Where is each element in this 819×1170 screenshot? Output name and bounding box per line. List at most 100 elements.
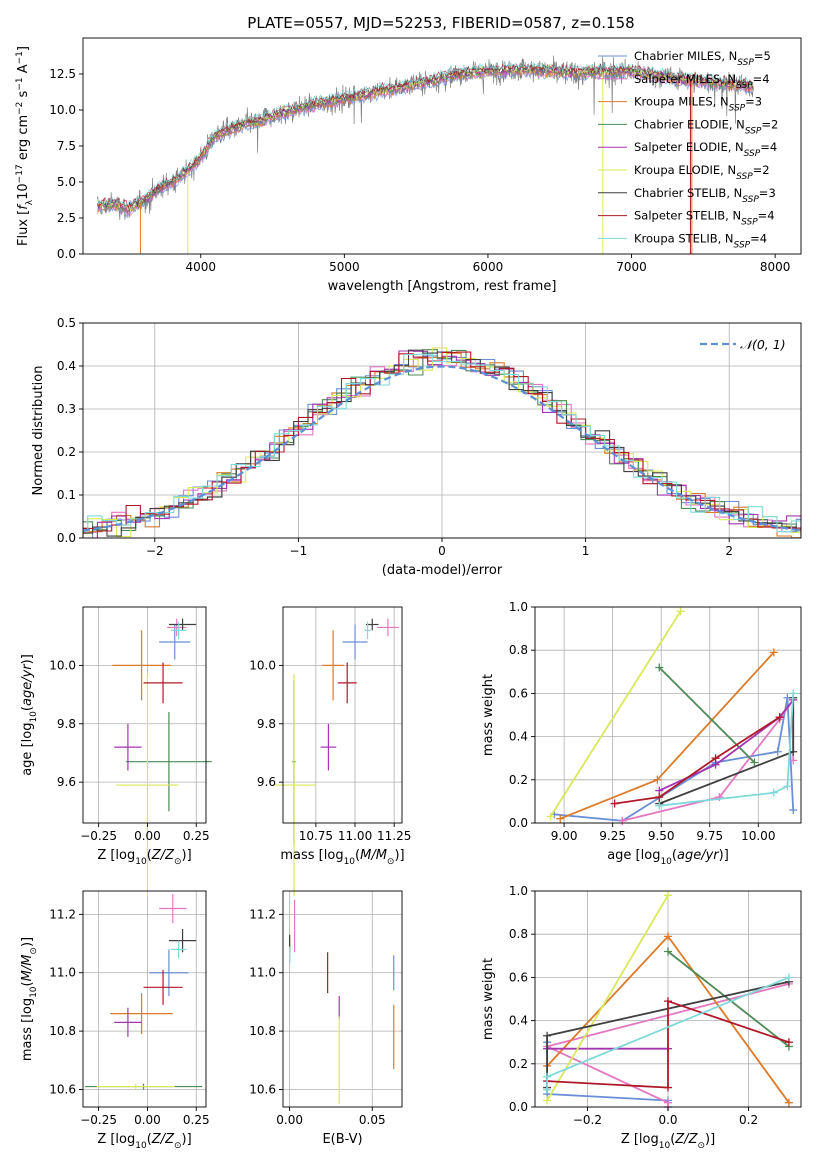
z-age-xtick-label: 0.25	[183, 829, 210, 843]
spectrum-legend-label: Kroupa MILES, NSSP=3	[634, 95, 762, 114]
age-weight-line-salpeter-stelib	[614, 716, 781, 805]
residual-hist-kroupa-miles	[83, 352, 801, 538]
spectrum-legend-label: Chabrier STELIB, NSSP=3	[634, 186, 776, 205]
normal-distribution-curve	[83, 365, 801, 532]
age-weight-xtick-label: 9.75	[696, 829, 723, 843]
mass-age-xtick-label: 10.75	[299, 829, 333, 843]
age-weight-marker	[711, 754, 720, 763]
z-weight-marker	[664, 932, 672, 941]
z-age-point-salpeter-stelib	[143, 662, 183, 704]
z-age-point-salpeter-miles	[166, 618, 187, 637]
z-age-xtick-label: 0.00	[134, 829, 161, 843]
z-weight-xtick-label: 0.0	[658, 1113, 677, 1127]
z-weight-ytick-label: 0.0	[509, 1100, 528, 1114]
spectrum-xtick-label: 6000	[473, 260, 504, 274]
age-weight-line-chabrier-elodie	[658, 666, 756, 764]
spectrum-xlabel: wavelength [Angstrom, rest frame]	[328, 279, 557, 294]
spectrum-legend-label: Kroupa STELIB, NSSP=4	[634, 231, 767, 250]
spectrum-legend-label: Chabrier ELODIE, NSSP=2	[634, 117, 778, 136]
z-weight-marker	[784, 1038, 793, 1047]
z-mass-axes-frame	[82, 890, 207, 1108]
mass-age-point-kroupa-stelib	[364, 621, 371, 640]
age-weight-marker	[783, 782, 792, 791]
z-mass-ylabel: mass [log10(M/M⊙)]	[20, 937, 39, 1061]
spectrum-ytick-label: 7.5	[57, 139, 76, 153]
spectrum-legend-label: Salpeter MILES, NSSP=4	[634, 72, 770, 91]
age-weight-marker	[769, 648, 778, 657]
z-mass-point-kroupa-elodie	[96, 1083, 175, 1090]
z-weight-ytick-label: 0.2	[509, 1057, 528, 1071]
residuals-ylabel: Normed distribution	[31, 366, 46, 496]
age-weight-axes-frame	[534, 606, 802, 824]
residuals-xtick-label: 1	[582, 544, 590, 558]
age-weight-marker	[789, 756, 798, 765]
figure-title: PLATE=0557, MJD=52253, FIBERID=0587, z=0…	[247, 14, 634, 32]
z-weight-marker	[664, 1098, 672, 1107]
age-weight-marker	[676, 607, 685, 616]
z-weight-line-chabrier-elodie	[667, 950, 790, 1048]
spectrum-ylabel: Flux [fλ10−17 erg cm−2 s−1 A−1]	[15, 46, 35, 246]
ebv-mass-ytick-label: 11.2	[249, 907, 276, 921]
age-weight-ytick-label: 0.0	[509, 816, 528, 830]
z-mass-xtick-label: 0.25	[183, 1113, 210, 1127]
z-age-point-kroupa-miles	[112, 630, 171, 701]
z-weight-marker	[784, 1098, 793, 1107]
residuals-ytick-label: 0.5	[57, 316, 76, 330]
age-weight-line-chabrier-miles	[554, 697, 795, 822]
residuals-ytick-label: 0.3	[57, 402, 76, 416]
residuals-xtick-label: −2	[146, 544, 164, 558]
age-weight-line-kroupa-elodie	[549, 610, 682, 817]
z-weight-marker	[543, 1085, 552, 1094]
age-weight-marker	[610, 799, 619, 808]
age-weight-marker	[773, 747, 782, 756]
z-mass-point-chabrier-miles	[149, 949, 189, 997]
z-mass-ytick-label: 10.8	[49, 1024, 76, 1038]
spectrum-xtick-label: 5000	[329, 260, 360, 274]
spectrum-legend-label: Salpeter STELIB, NSSP=4	[634, 209, 775, 228]
age-weight-ytick-label: 0.4	[509, 730, 528, 744]
ebv-mass-ytick-label: 11.0	[249, 966, 276, 980]
spectrum-ytick-label: 2.5	[57, 211, 76, 225]
spectrum-ytick-label: 0.0	[57, 247, 76, 261]
spectrum-legend-label: Kroupa ELODIE, NSSP=2	[634, 163, 770, 182]
residuals-xtick-label: 2	[725, 544, 733, 558]
z-mass-point-kroupa-miles	[110, 993, 173, 1035]
residuals-xlabel: (data-model)/error	[382, 563, 503, 578]
age-weight-marker	[750, 758, 759, 767]
mass-age-point-salpeter-elodie	[320, 723, 337, 771]
age-weight-ytick-label: 0.2	[509, 773, 528, 787]
age-weight-line-salpeter-miles	[622, 697, 795, 822]
spectrum-xtick-label: 4000	[185, 260, 216, 274]
spectrum-xtick-label: 8000	[760, 260, 791, 274]
mass-age-point-kroupa-elodie	[272, 674, 316, 896]
z-weight-ytick-label: 0.8	[509, 927, 528, 941]
age-weight-marker	[655, 663, 664, 672]
age-weight-marker	[775, 713, 784, 722]
residuals-ytick-label: 0.2	[57, 445, 76, 459]
z-weight-ylabel: mass weight	[481, 958, 496, 1040]
z-mass-point-salpeter-miles	[159, 893, 187, 924]
residual-hist-salpeter-stelib	[83, 351, 801, 537]
age-weight-xlabel: age [log10(age/yr)]	[607, 848, 729, 867]
age-weight-marker	[655, 793, 664, 802]
z-age-xtick-label: −0.25	[80, 829, 117, 843]
age-weight-xtick-label: 9.00	[551, 829, 578, 843]
residuals-ytick-label: 0.0	[57, 531, 76, 545]
spectrum-legend-label: Chabrier MILES, NSSP=5	[634, 49, 771, 68]
z-mass-point-salpeter-stelib	[143, 969, 183, 1005]
mass-age-point-kroupa-miles	[322, 630, 345, 701]
z-age-point-kroupa-stelib	[170, 621, 187, 640]
residuals-xtick-label: 0	[438, 544, 446, 558]
age-weight-marker	[618, 816, 627, 825]
z-age-xlabel: Z [log10(Z/Z⊙)]	[97, 848, 191, 867]
z-age-point-chabrier-elodie	[125, 712, 212, 812]
z-mass-point-salpeter-elodie	[114, 1007, 142, 1037]
mass-age-xtick-label: 11.00	[338, 829, 372, 843]
model-spectrum-kroupa-elodie	[97, 65, 754, 212]
mass-age-ytick-label: 9.8	[257, 717, 276, 731]
z-age-point-salpeter-elodie	[114, 723, 142, 771]
residuals-xtick-label: −1	[290, 544, 308, 558]
age-weight-marker	[546, 812, 555, 821]
mass-age-point-salpeter-miles	[376, 618, 399, 637]
